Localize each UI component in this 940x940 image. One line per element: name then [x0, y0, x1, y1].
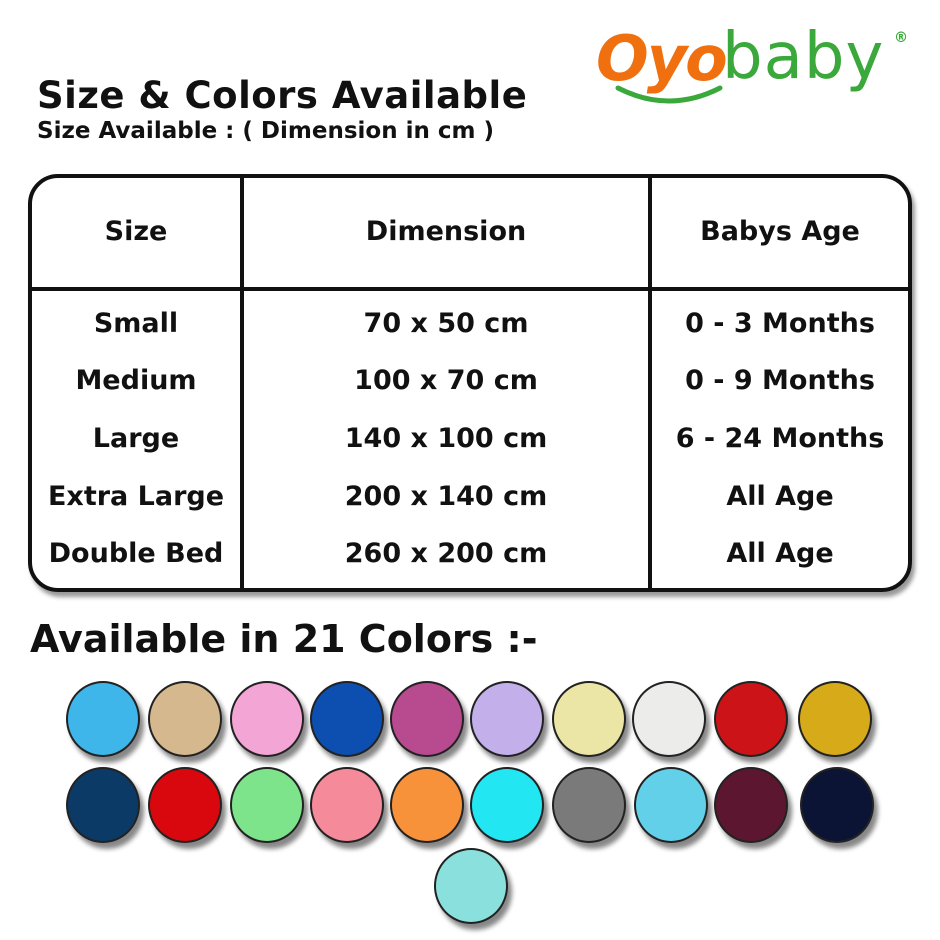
column-divider — [240, 178, 244, 588]
page-title: Size & Colors Available — [37, 74, 528, 117]
table-cell: Extra Large — [47, 481, 225, 512]
oyobaby-logo: Oyo baby ® — [596, 20, 916, 108]
column-divider — [648, 178, 652, 588]
color-swatch — [66, 681, 140, 757]
table-cell: 6 - 24 Months — [675, 423, 885, 454]
table-cell: Large — [92, 423, 180, 454]
registered-mark: ® — [894, 30, 908, 46]
color-swatch — [632, 681, 706, 757]
color-swatch — [470, 681, 544, 757]
color-swatch — [714, 681, 788, 757]
color-swatch — [434, 848, 508, 924]
table-cell: 70 x 50 cm — [363, 308, 529, 339]
color-swatch — [634, 767, 708, 843]
table-cell: 0 - 3 Months — [685, 308, 875, 339]
size-table: Size Dimension Babys Age Small 70 x 50 cm 0 -… — [28, 174, 912, 592]
header-divider — [32, 287, 908, 291]
color-swatch — [148, 681, 222, 757]
column-header: Babys Age — [700, 216, 860, 247]
color-swatch — [310, 767, 384, 843]
table-cell: 140 x 100 cm — [344, 423, 548, 454]
table-cell: 0 - 9 Months — [685, 365, 875, 396]
color-swatch — [714, 767, 788, 843]
table-cell: All Age — [726, 538, 834, 569]
color-swatch — [552, 767, 626, 843]
logo-text-oyo: Oyo — [596, 22, 728, 95]
logo-text-baby: baby — [722, 20, 885, 94]
column-header: Size — [104, 216, 168, 247]
smile-icon — [615, 85, 723, 104]
table-cell: Small — [93, 308, 179, 339]
color-swatch — [470, 767, 544, 843]
table-cell: 200 x 140 cm — [344, 481, 548, 512]
color-swatch — [390, 681, 464, 757]
table-cell: Medium — [75, 365, 197, 396]
color-swatch — [66, 767, 140, 843]
color-swatch — [552, 681, 626, 757]
column-header: Dimension — [365, 216, 527, 247]
color-swatch — [230, 681, 304, 757]
page-subtitle: Size Available : ( Dimension in cm ) — [37, 118, 494, 144]
color-swatch — [390, 767, 464, 843]
table-cell: 100 x 70 cm — [354, 365, 538, 396]
colors-heading: Available in 21 Colors :- — [30, 617, 538, 661]
color-swatch — [310, 681, 384, 757]
table-cell: All Age — [726, 481, 834, 512]
table-cell: 260 x 200 cm — [344, 538, 548, 569]
table-cell: Double Bed — [48, 538, 224, 569]
color-swatch — [148, 767, 222, 843]
color-swatch — [798, 681, 872, 757]
color-swatch — [230, 767, 304, 843]
color-swatch — [800, 767, 874, 843]
